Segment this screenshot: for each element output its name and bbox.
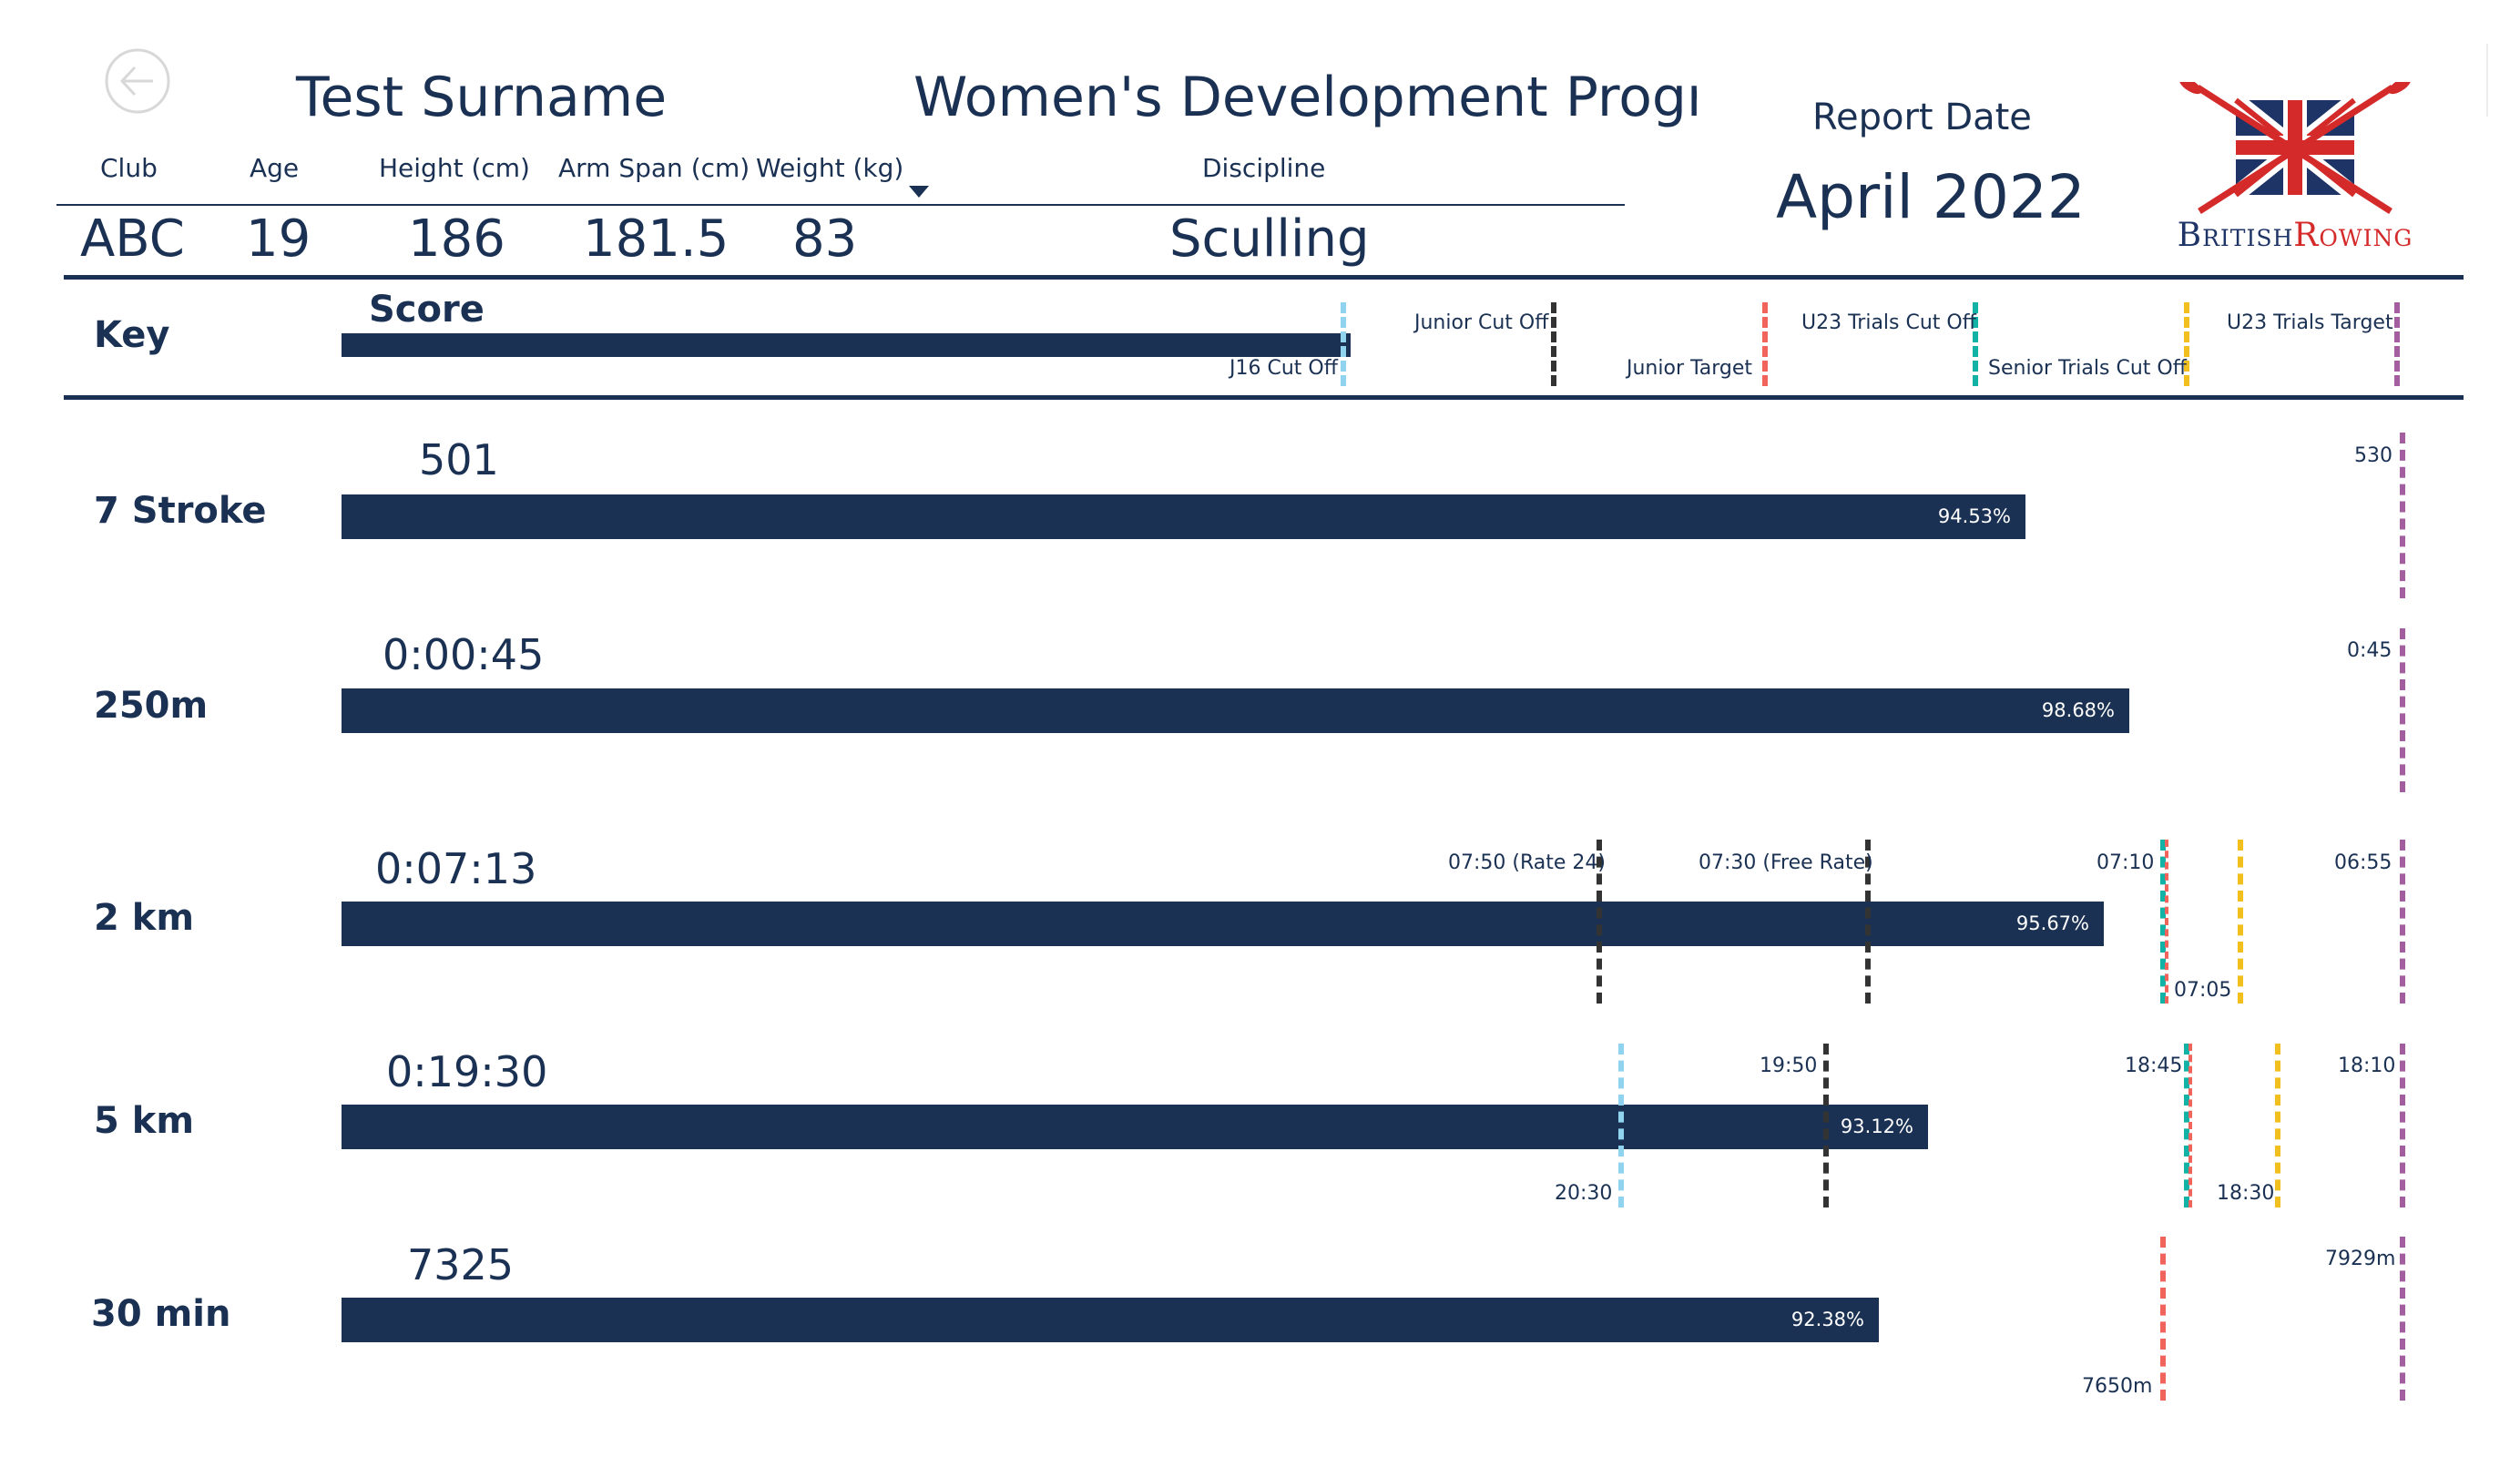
row-250m-percent: 98.68%: [2041, 699, 2115, 721]
british-rowing-logo: BritishRowing: [2163, 76, 2427, 255]
row-7-stroke-bar: 94.53%: [342, 494, 2025, 539]
row-5km-marker-senior-trials-cut-off-label: 18:30: [2217, 1182, 2275, 1205]
row-30min-marker-u23-target: [2400, 1237, 2405, 1401]
arm-span-label: Arm Span (cm): [558, 153, 750, 183]
report-date-value: April 2022: [1776, 162, 2086, 232]
row-5km-value: 0:19:30: [386, 1047, 548, 1096]
row-2km-label: 2 km: [94, 897, 195, 939]
row-2km-percent: 95.67%: [2015, 912, 2089, 934]
row-2km-marker-u23-target-label: 06:55: [2334, 851, 2392, 874]
union-flag-oars-icon: [2178, 76, 2412, 214]
legend-junior-cut-off-line: [1551, 302, 1556, 386]
row-7-stroke-percent: 94.53%: [1937, 505, 2011, 527]
row-2km-marker-u23-trials-cut-off: [2160, 840, 2166, 1004]
row-2km-marker-senior-trials-cut-off: [2238, 840, 2243, 1004]
age-value: 19: [246, 209, 311, 269]
row-30min-marker-junior-target-label: 7650m: [2082, 1375, 2153, 1398]
legend-j16-cut-off-label: J16 Cut Off: [1229, 357, 1338, 380]
weight-value: 83: [792, 209, 858, 269]
legend-senior-trials-cut-off-line: [2184, 302, 2189, 386]
legend-u23-trials-cut-off-label: U23 Trials Cut Off: [1801, 311, 1976, 334]
row-30min-marker-u23-target-label: 7929m: [2325, 1248, 2396, 1270]
row-30min-value: 7325: [407, 1240, 515, 1289]
row-2km-marker-u23-trials-cut-off-label: 07:10: [2097, 851, 2155, 874]
row-5km-marker-junior-target: [2188, 1044, 2192, 1207]
row-250m-marker-u23-target-label: 0:45: [2347, 639, 2392, 662]
row-5km-marker-u23-target-label: 18:10: [2338, 1055, 2396, 1077]
logo-wordmark: BritishRowing: [2163, 217, 2427, 254]
caret-down-icon[interactable]: [909, 186, 929, 198]
key-bottom-rule: [64, 395, 2464, 400]
legend-u23-trials-target-line: [2394, 302, 2400, 386]
row-2km-marker-junior-target-label: 07:05: [2174, 979, 2232, 1002]
row-2km-marker-junior-cut-off-free-rate-label: 07:30 (Free Rate): [1699, 851, 1873, 874]
logo-word-british: British: [2177, 217, 2294, 254]
club-label: Club: [100, 153, 158, 183]
row-2km-value: 0:07:13: [375, 844, 537, 893]
row-30min-bar: 92.38%: [342, 1298, 1879, 1342]
key-top-rule: [64, 275, 2464, 280]
key-score-label: Score: [369, 289, 485, 331]
row-2km-marker-junior-cut-off-rate24-label: 07:50 (Rate 24): [1448, 851, 1606, 874]
row-5km-marker-junior-cut-off: [1823, 1044, 1829, 1207]
age-label: Age: [250, 153, 300, 183]
discipline-label: Discipline: [1202, 153, 1326, 183]
row-7-stroke-marker-u23-target: [2400, 433, 2405, 598]
row-250m-bar: 98.68%: [342, 688, 2129, 733]
report-date-label: Report Date: [1812, 97, 2032, 138]
row-2km-marker-junior-cut-off-rate24: [1597, 840, 1602, 1004]
legend-j16-cut-off-line: [1341, 302, 1346, 386]
legend-u23-trials-target-label: U23 Trials Target: [2227, 311, 2393, 334]
row-7-stroke-value: 501: [419, 435, 499, 484]
legend-senior-trials-cut-off-label: Senior Trials Cut Off: [1988, 357, 2187, 380]
row-2km-marker-junior-cut-off-free-rate: [1865, 840, 1871, 1004]
row-5km-marker-u23-target: [2400, 1044, 2405, 1207]
key-score-bar: [342, 333, 1351, 357]
legend-junior-cut-off-label: Junior Cut Off: [1414, 311, 1549, 334]
row-5km-label: 5 km: [94, 1100, 195, 1142]
row-5km-percent: 93.12%: [1840, 1116, 1913, 1137]
back-button[interactable]: [104, 47, 171, 115]
athlete-name: Test Surname: [296, 66, 668, 129]
row-250m-marker-u23-target: [2400, 628, 2405, 792]
arm-span-value: 181.5: [583, 209, 729, 269]
row-2km-marker-u23-target: [2400, 840, 2405, 1004]
height-value: 186: [408, 209, 505, 269]
row-2km-marker-junior-target: [2165, 840, 2168, 1004]
row-5km-marker-junior-cut-off-label: 19:50: [1760, 1055, 1818, 1077]
row-7-stroke-label: 7 Stroke: [94, 490, 267, 532]
logo-word-rowing: Rowing: [2293, 217, 2413, 254]
row-2km-bar: 95.67%: [342, 902, 2104, 946]
row-5km-marker-u23-trials-cut-off-label: 18:45: [2125, 1055, 2183, 1077]
row-30min-label: 30 min: [91, 1293, 231, 1335]
arrow-left-circle-icon: [105, 48, 170, 114]
discipline-value: Sculling: [1169, 209, 1370, 269]
header-divider: [56, 204, 1625, 206]
page-edge-line: [2486, 44, 2488, 117]
row-5km-marker-j16-cut-off: [1618, 1044, 1624, 1207]
row-5km-marker-j16-cut-off-label: 20:30: [1555, 1182, 1613, 1205]
height-label: Height (cm): [379, 153, 530, 183]
row-5km-marker-u23-trials-cut-off: [2184, 1044, 2189, 1207]
row-5km-bar: 93.12%: [342, 1105, 1928, 1149]
program-title: Women's Development Progr...: [913, 66, 1697, 129]
row-5km-marker-senior-trials-cut-off: [2275, 1044, 2280, 1207]
club-value: ABC: [80, 209, 185, 269]
legend-u23-trials-cut-off-line: [1973, 302, 1978, 386]
row-30min-percent: 92.38%: [1791, 1309, 1864, 1330]
row-7-stroke-marker-u23-target-label: 530: [2354, 444, 2392, 467]
weight-label: Weight (kg): [756, 153, 904, 183]
row-250m-label: 250m: [94, 685, 209, 727]
legend-junior-target-label: Junior Target: [1627, 357, 1753, 380]
row-30min-marker-junior-target: [2160, 1237, 2166, 1401]
key-title: Key: [94, 314, 170, 356]
row-250m-value: 0:00:45: [383, 630, 545, 679]
legend-junior-target-line: [1762, 302, 1768, 386]
